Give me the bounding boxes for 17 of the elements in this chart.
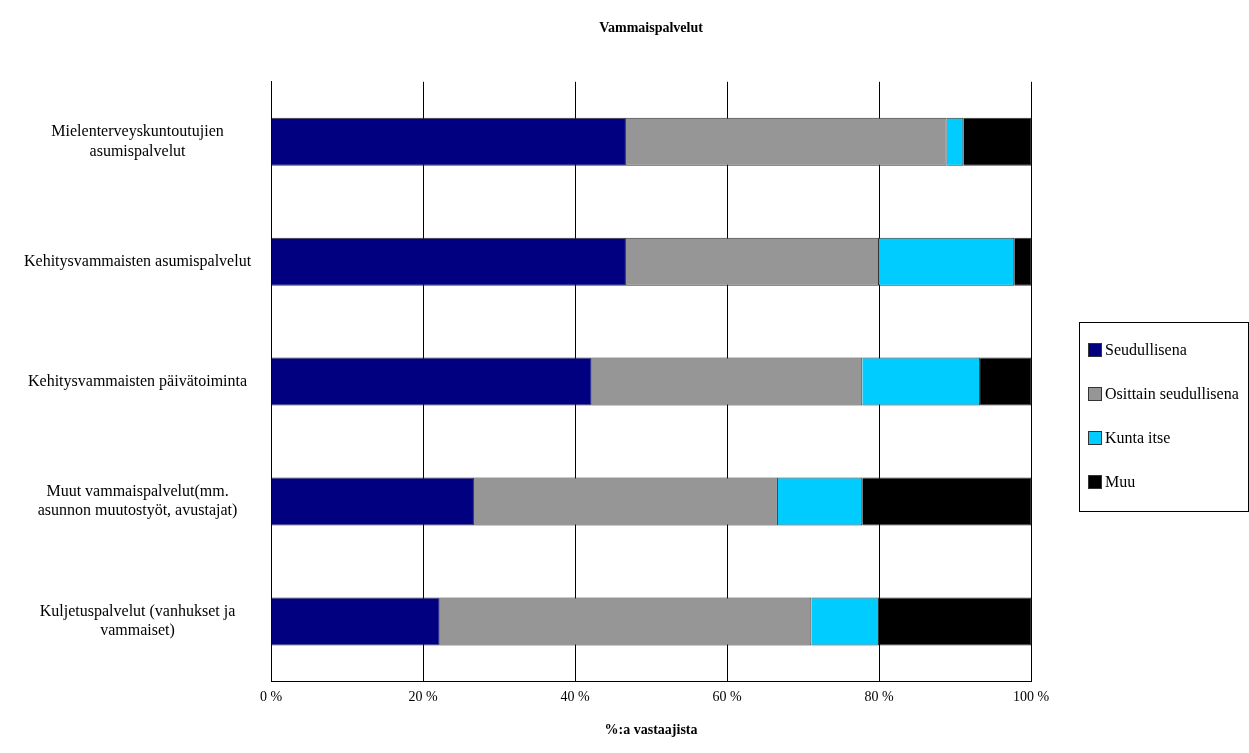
y-tick-label: Kehitysvammaisten päivätoiminta bbox=[28, 371, 248, 390]
x-tick-label: 100 % bbox=[1012, 689, 1050, 705]
x-tick-label: 0 % bbox=[259, 689, 283, 705]
legend-label: Osittain seudullisena bbox=[1105, 385, 1239, 403]
x-tick-label: 80 % bbox=[864, 689, 894, 705]
x-tick-label: 40 % bbox=[560, 689, 590, 705]
y-tick-label: Kuljetuspalvelut (vanhukset ja vammaiset) bbox=[39, 602, 236, 640]
x-tick-label: 20 % bbox=[408, 689, 438, 705]
y-tick-label: Kehitysvammaisten asumispalvelut bbox=[24, 251, 252, 270]
legend-label: Kunta itse bbox=[1105, 429, 1171, 447]
chart-title: Vammaispalvelut bbox=[599, 20, 704, 36]
x-tick-label: 60 % bbox=[712, 689, 742, 705]
x-axis-title: %:a vastaajista bbox=[604, 722, 698, 738]
y-tick-label: Muut vammaispalvelut(mm. asunnon muutostyöt, avustajat) bbox=[37, 482, 238, 520]
legend-label: Seudullisena bbox=[1105, 341, 1187, 359]
legend-label: Muu bbox=[1105, 473, 1136, 491]
y-tick-label: Mielenterveyskuntoutujien asumispalvelut bbox=[51, 122, 224, 160]
